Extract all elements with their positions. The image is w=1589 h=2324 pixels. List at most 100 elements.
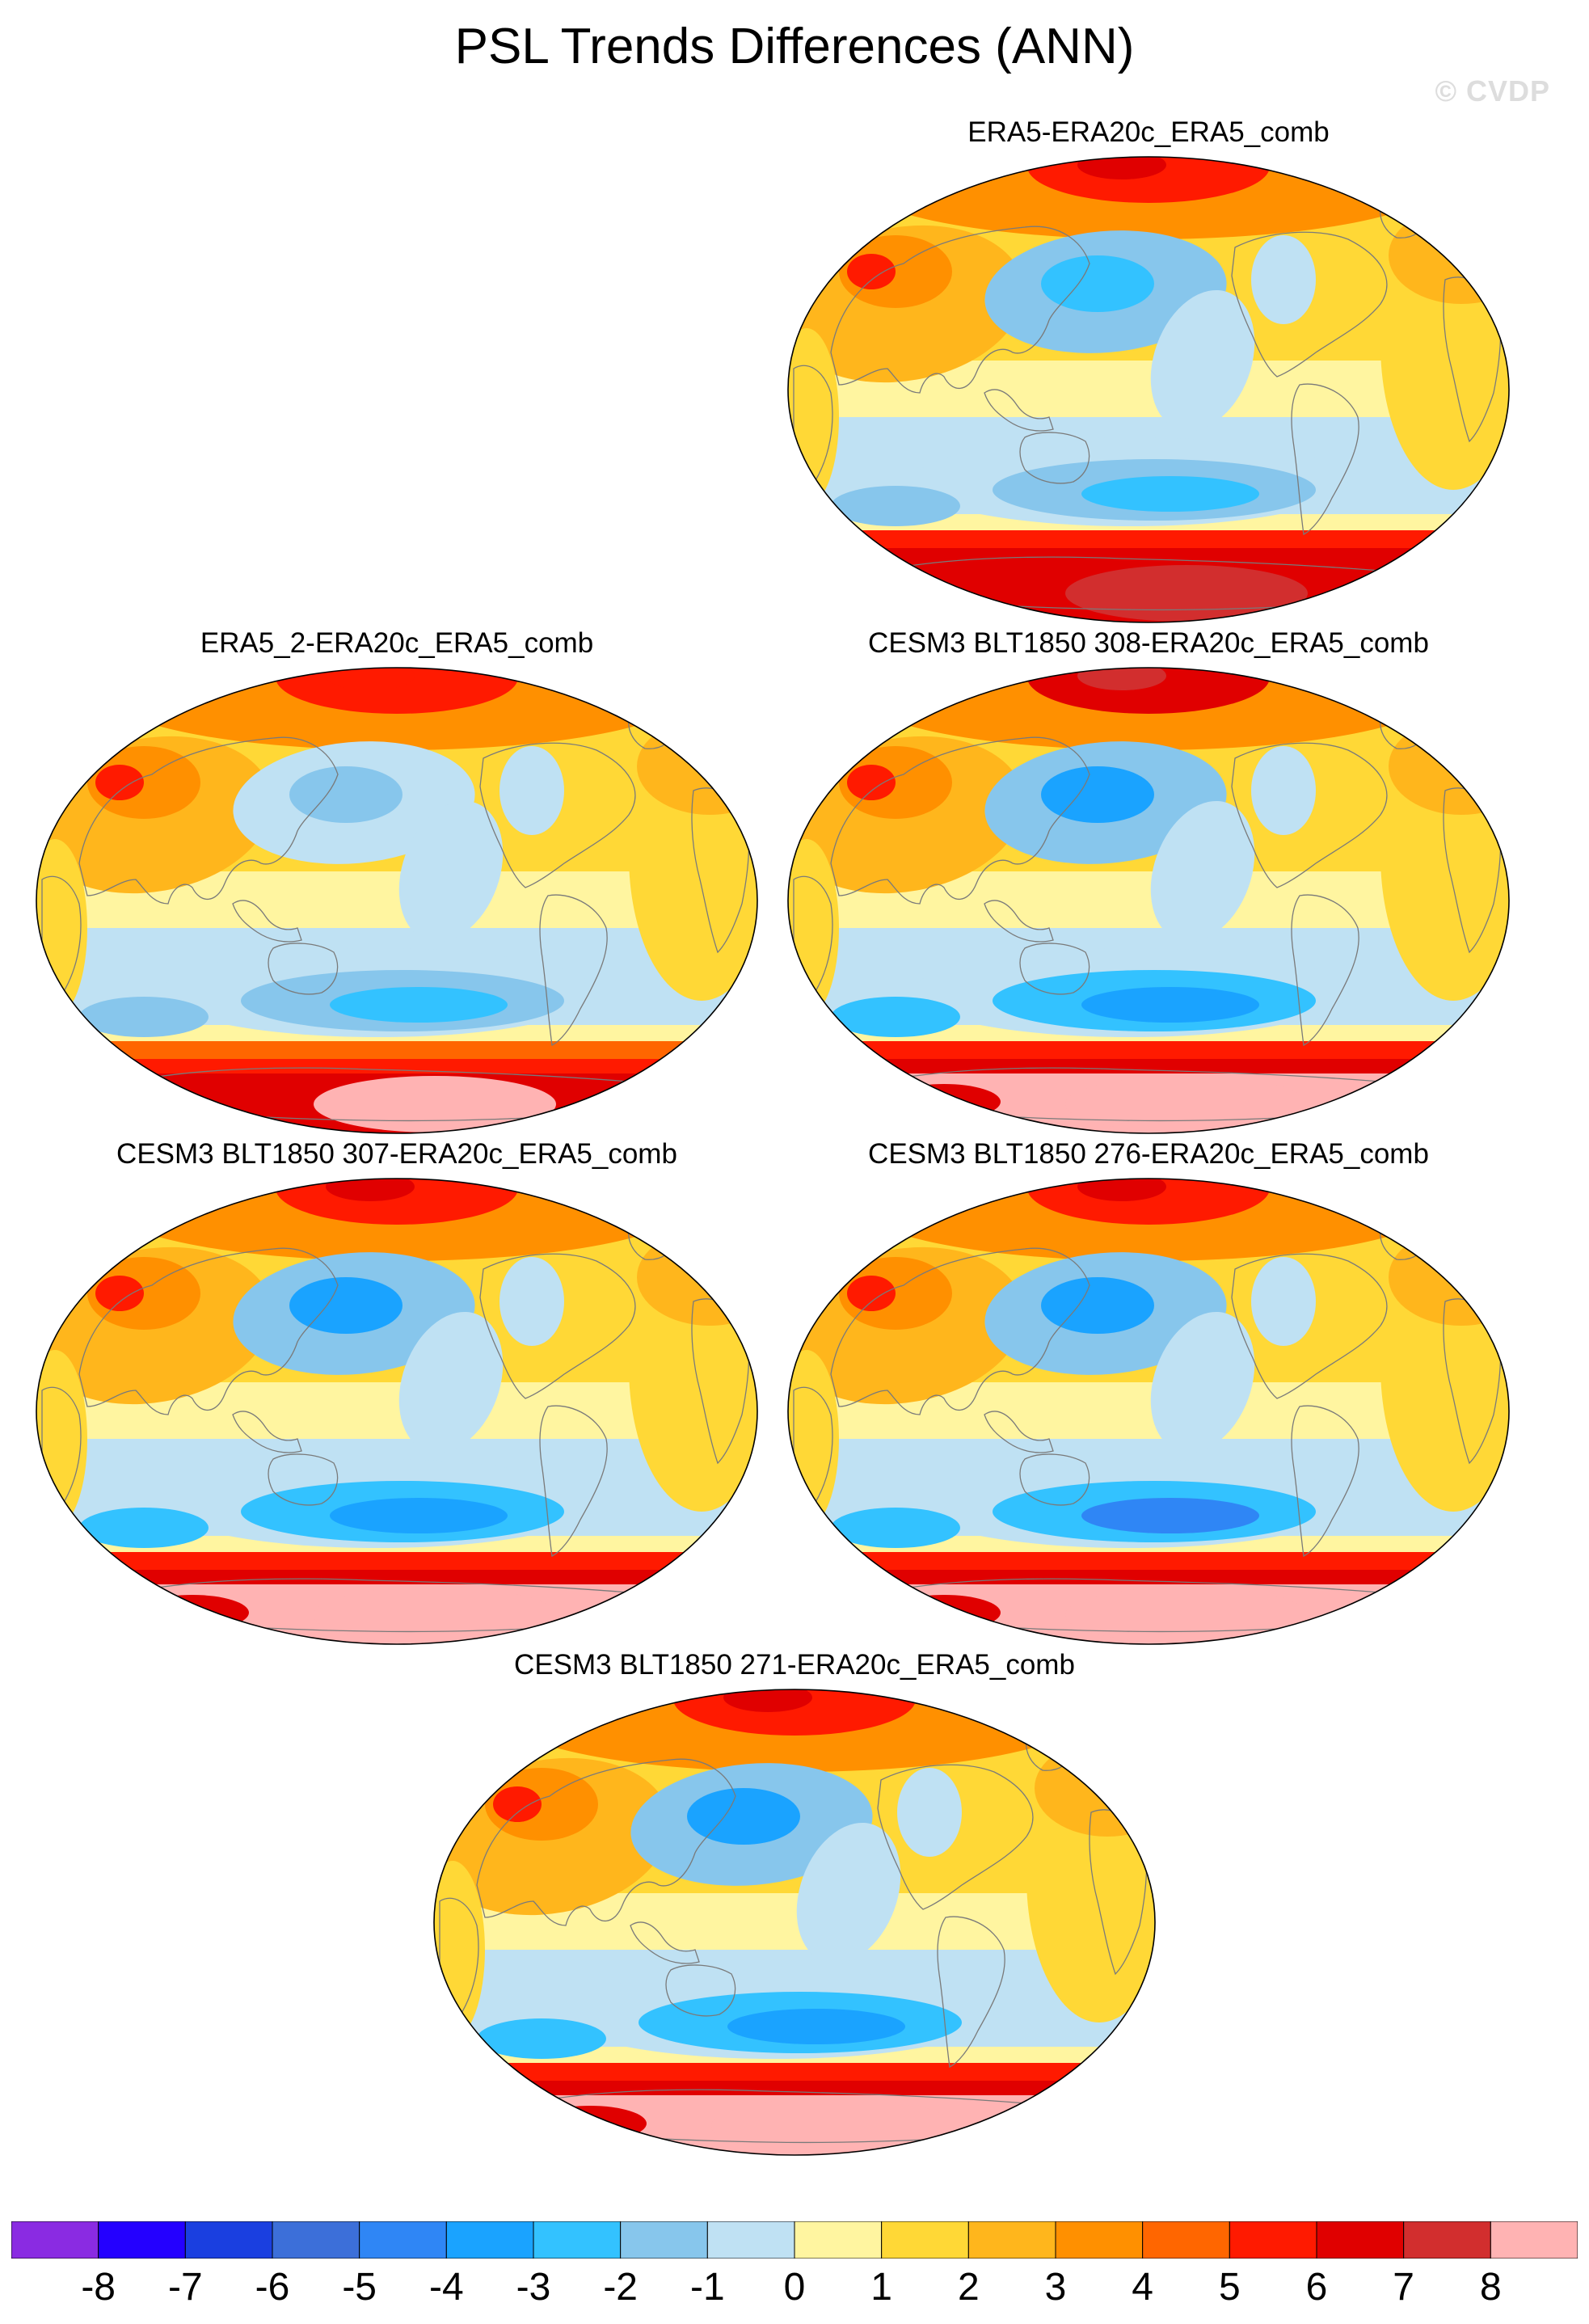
panel-title: CESM3 BLT1850 307-ERA20c_ERA5_comb bbox=[116, 1138, 677, 1170]
coastline-0 bbox=[78, 1247, 339, 1415]
colorbar-tick-label: 4 bbox=[1132, 2266, 1154, 2309]
tibet-max-region bbox=[95, 1276, 144, 1311]
coastline-1 bbox=[984, 900, 1054, 943]
colorbar-tick-label: -2 bbox=[603, 2266, 638, 2309]
west-antarctic-max bbox=[136, 1084, 249, 1120]
north-america-negative bbox=[1251, 1257, 1316, 1346]
indian-ocean-negative bbox=[831, 997, 960, 1037]
colorbar-tick-label: 7 bbox=[1393, 2266, 1415, 2309]
colorbar-swatch bbox=[1403, 2221, 1491, 2259]
colorbar-swatch bbox=[706, 2221, 795, 2259]
colorbar-tick-label: 6 bbox=[1305, 2266, 1328, 2309]
coastline-6 bbox=[1291, 894, 1359, 1046]
colorbar-swatch bbox=[1142, 2221, 1230, 2259]
map-boundary bbox=[787, 1178, 1510, 1645]
arctic-core-region bbox=[1077, 157, 1166, 179]
coastline-0 bbox=[830, 736, 1090, 905]
north-america-negative bbox=[1251, 746, 1316, 835]
north-pacific-core bbox=[1041, 766, 1154, 823]
colorbar-tick-label: 3 bbox=[1044, 2266, 1067, 2309]
coastline-4 bbox=[479, 742, 636, 888]
east-pacific-negative bbox=[796, 1822, 901, 1964]
coastline-1 bbox=[984, 1411, 1054, 1453]
colorbar-tick-label: 2 bbox=[957, 2266, 980, 2309]
panel-title: CESM3 BLT1850 276-ERA20c_ERA5_comb bbox=[868, 1138, 1429, 1170]
coastline-0 bbox=[830, 226, 1090, 394]
southern-pacific-core bbox=[330, 987, 508, 1023]
arctic-core-region bbox=[326, 1179, 415, 1201]
cvdp-watermark: © CVDP bbox=[1435, 74, 1550, 108]
antarctic-ring-inner bbox=[36, 1059, 757, 1075]
map-panel-cesm3-276: CESM3 BLT1850 276-ERA20c_ERA5_comb bbox=[782, 1137, 1515, 1654]
antarctica-core bbox=[1065, 1587, 1308, 1643]
west-antarctic-max bbox=[887, 1084, 1001, 1120]
west-antarctic-max bbox=[533, 2106, 647, 2141]
shaded-field bbox=[788, 668, 1509, 1133]
southern-pacific-core bbox=[1081, 987, 1259, 1023]
north-pacific-core bbox=[687, 1788, 800, 1845]
colorbar bbox=[11, 2221, 1578, 2259]
coastline-4 bbox=[1231, 231, 1388, 377]
antarctica-core bbox=[314, 1076, 556, 1132]
coastline-4 bbox=[877, 1764, 1034, 1910]
map-boundary bbox=[787, 667, 1510, 1134]
north-pacific-core bbox=[1041, 255, 1154, 312]
coastline-6 bbox=[1291, 1405, 1359, 1557]
indian-ocean-negative bbox=[79, 997, 209, 1037]
psl-trend-map bbox=[433, 1689, 1156, 2156]
north-america-negative bbox=[499, 1257, 564, 1346]
colorbar-swatch bbox=[967, 2221, 1056, 2259]
colorbar-tick-label: 8 bbox=[1479, 2266, 1502, 2309]
map-panel-cesm3-307: CESM3 BLT1850 307-ERA20c_ERA5_comb bbox=[31, 1137, 763, 1654]
north-pacific-core bbox=[289, 766, 403, 823]
coastline-2 bbox=[665, 1964, 736, 2017]
indian-ocean-negative bbox=[831, 486, 960, 526]
psl-trend-map bbox=[36, 667, 758, 1134]
psl-trend-map bbox=[787, 156, 1510, 623]
west-antarctic-max bbox=[136, 1595, 249, 1630]
antarctica-core bbox=[1065, 565, 1308, 622]
colorbar-swatch bbox=[445, 2221, 534, 2259]
coastline-4 bbox=[1231, 742, 1388, 888]
map-boundary bbox=[36, 667, 758, 1134]
colorbar-tick-label: -1 bbox=[689, 2266, 725, 2309]
panel-title: ERA5-ERA20c_ERA5_comb bbox=[967, 116, 1330, 148]
east-pacific-negative bbox=[1150, 289, 1255, 432]
coastline-2 bbox=[1019, 1453, 1090, 1506]
coastline-1 bbox=[630, 1921, 700, 1964]
antarctic-ring-inner bbox=[36, 1570, 757, 1586]
colorbar-swatch bbox=[272, 2221, 360, 2259]
arctic-core-region bbox=[723, 1689, 812, 1712]
colorbar-tick-label: -6 bbox=[255, 2266, 290, 2309]
colorbar-swatch bbox=[184, 2221, 273, 2259]
east-pacific-negative bbox=[398, 1311, 504, 1453]
antarctic-ring-inner bbox=[788, 1059, 1509, 1075]
southern-pacific-core bbox=[1081, 476, 1259, 512]
north-america-negative bbox=[499, 746, 564, 835]
colorbar-swatch bbox=[620, 2221, 708, 2259]
indian-ocean-negative bbox=[831, 1508, 960, 1548]
map-panel-cesm3-308: CESM3 BLT1850 308-ERA20c_ERA5_comb bbox=[782, 626, 1515, 1143]
colorbar-swatch bbox=[1229, 2221, 1317, 2259]
coastline-1 bbox=[232, 1411, 302, 1453]
colorbar-swatch bbox=[881, 2221, 969, 2259]
coastline-2 bbox=[268, 943, 339, 995]
colorbar-tick-label: -4 bbox=[428, 2266, 464, 2309]
colorbar-labels: -8 -7 -6 -5 -4 -3 -2 -1 0 1 2 3 4 5 6 7 8 bbox=[11, 2263, 1578, 2312]
east-pacific-negative bbox=[398, 800, 504, 943]
shaded-field bbox=[36, 1179, 757, 1644]
colorbar-swatch bbox=[359, 2221, 447, 2259]
colorbar-tick-label: -7 bbox=[167, 2266, 203, 2309]
coastline-4 bbox=[1231, 1253, 1388, 1399]
tibet-max-region bbox=[493, 1786, 542, 1822]
psl-trend-map bbox=[36, 1178, 758, 1645]
north-america-negative bbox=[897, 1768, 962, 1857]
east-pacific-negative bbox=[1150, 800, 1255, 943]
coastline-0 bbox=[830, 1247, 1090, 1415]
southern-pacific-core bbox=[1081, 1498, 1259, 1533]
coastline-0 bbox=[476, 1758, 736, 1926]
colorbar-tick-label: 5 bbox=[1218, 2266, 1241, 2309]
arctic-core-region bbox=[1077, 1179, 1166, 1201]
colorbar-tick-label: 1 bbox=[870, 2266, 893, 2309]
tibet-max-region bbox=[847, 1276, 896, 1311]
